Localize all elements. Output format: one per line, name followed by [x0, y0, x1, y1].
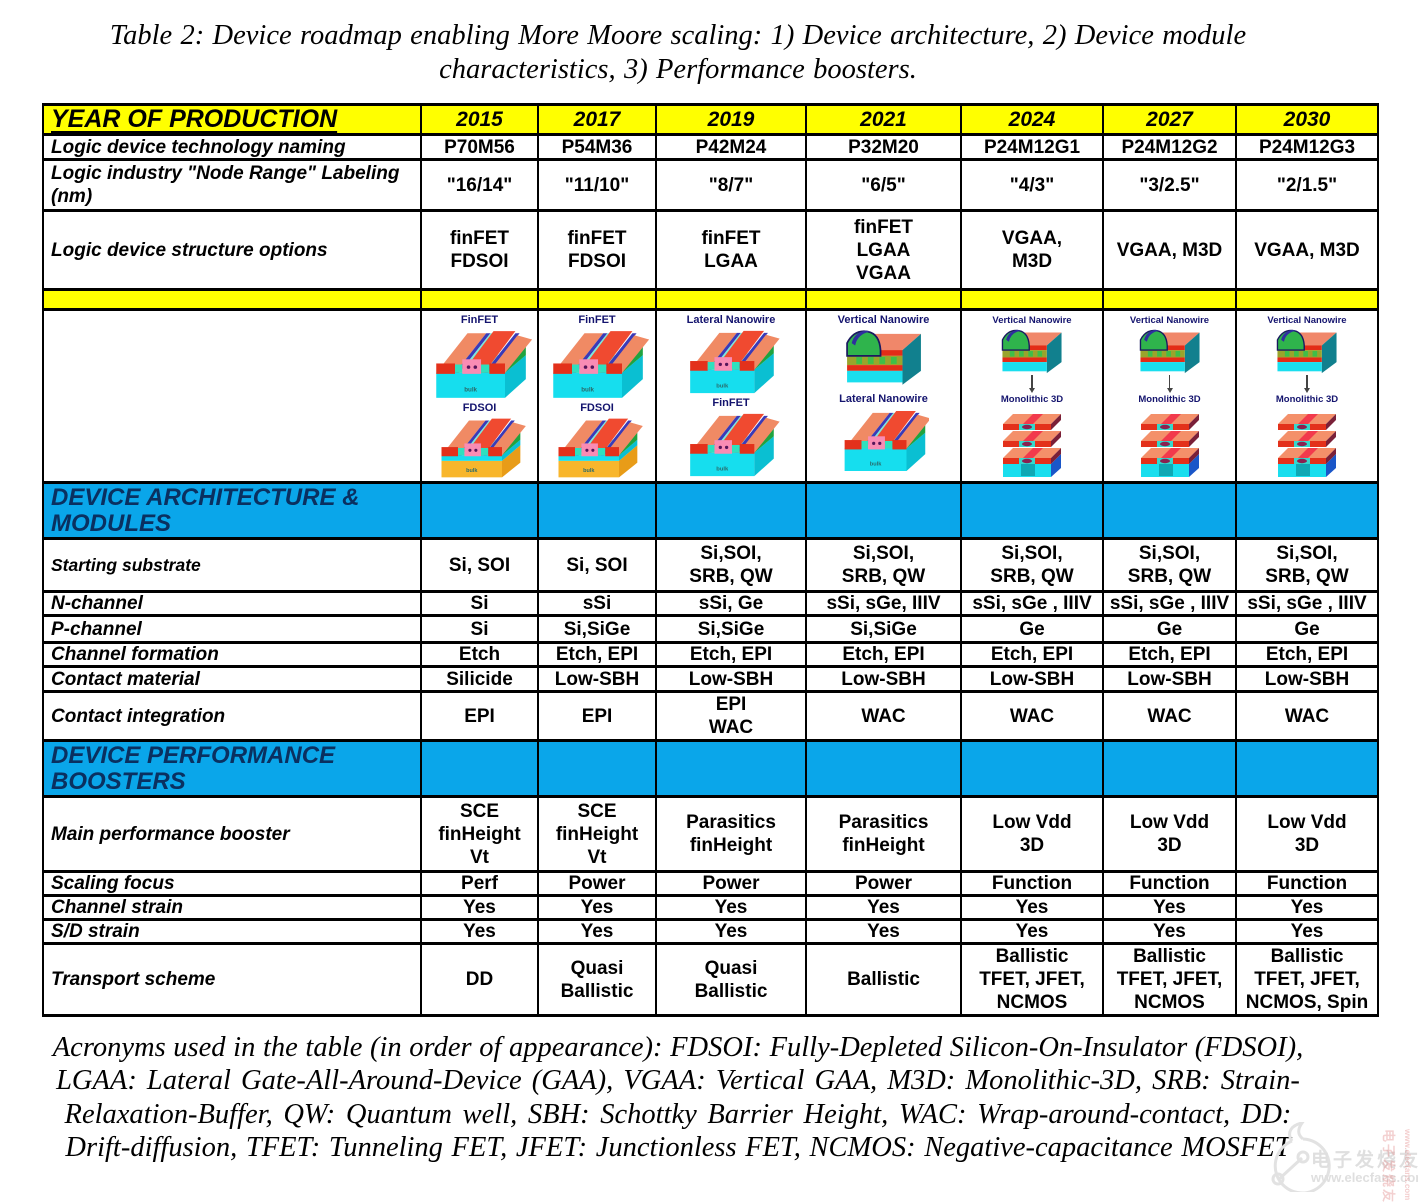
svg-text:bulk: bulk: [716, 383, 729, 389]
svg-text:bulk: bulk: [581, 387, 594, 394]
svg-text:bulk: bulk: [583, 468, 595, 474]
svg-text:bulk: bulk: [466, 468, 478, 474]
svg-text:bulk: bulk: [464, 387, 477, 394]
svg-text:bulk: bulk: [869, 461, 881, 467]
svg-text:bulk: bulk: [716, 466, 729, 472]
